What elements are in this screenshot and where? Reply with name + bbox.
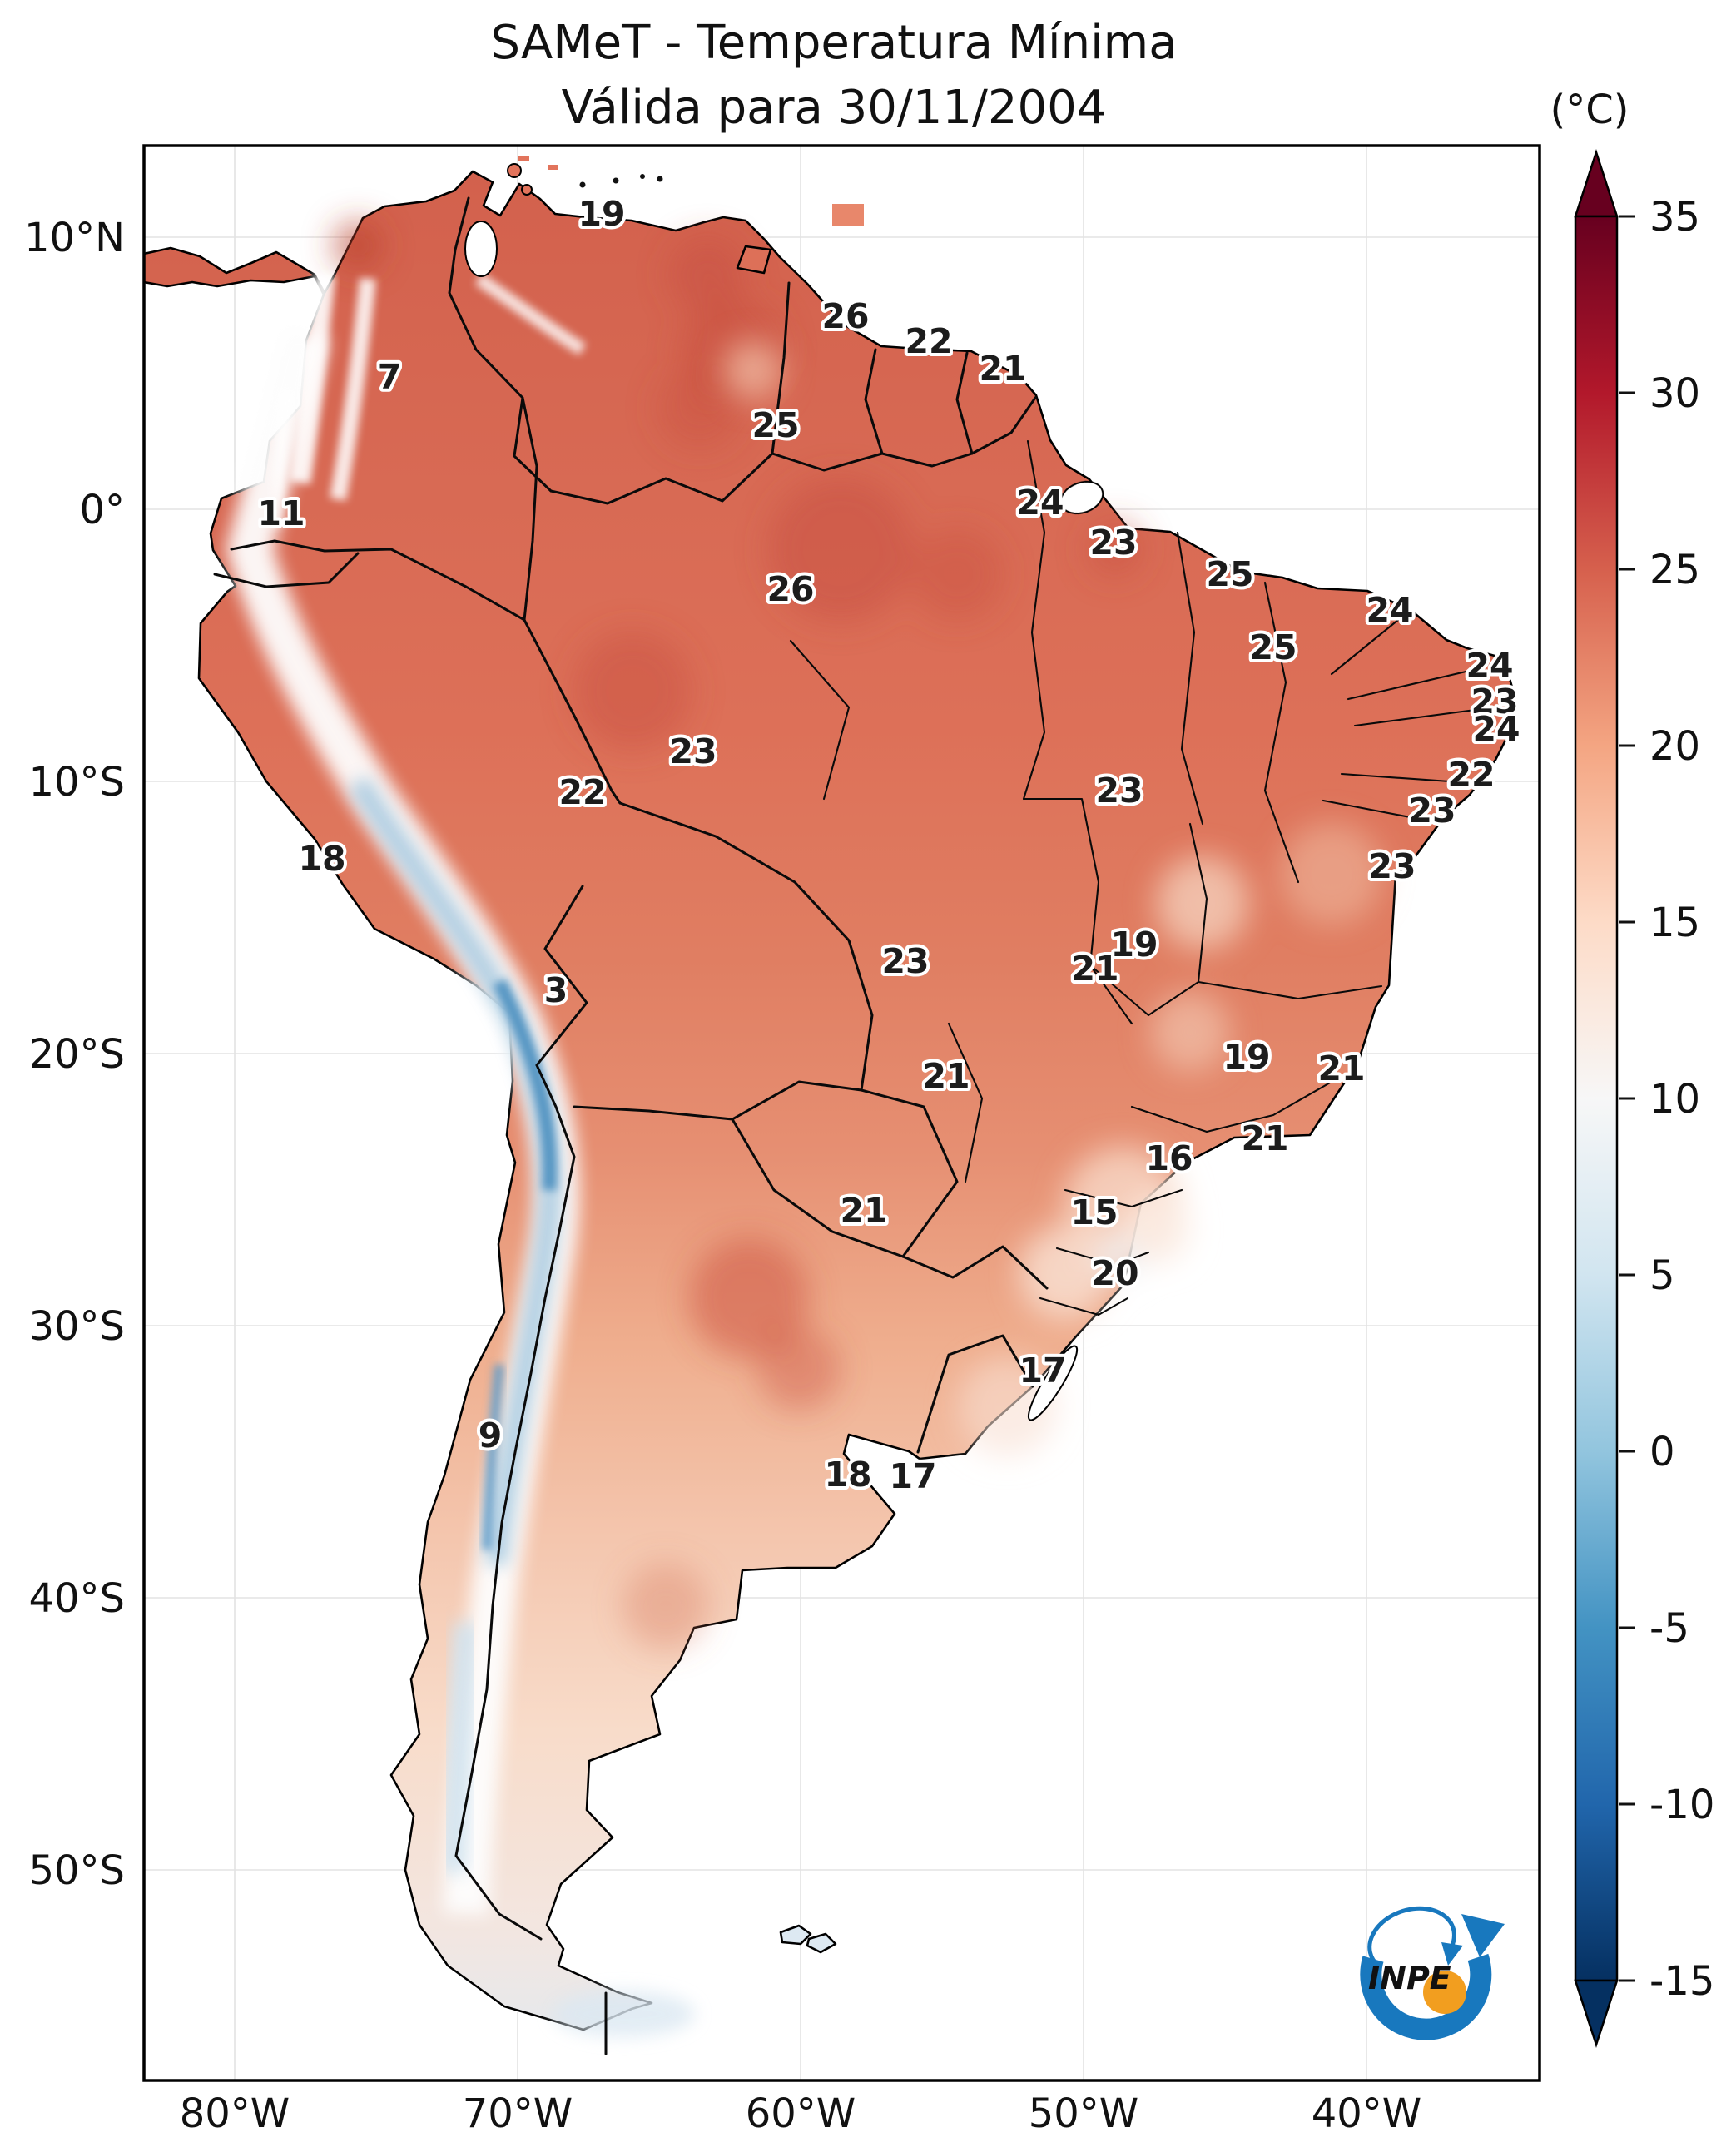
- colorbar-bar: [1574, 215, 1619, 1982]
- temperature-value-label: 19: [578, 194, 625, 234]
- colorbar: (°C) 35 30 25 20 15 10 5 0 -5 -10 -15: [1550, 87, 1714, 2049]
- colorbar-over-arrow: [1574, 148, 1619, 218]
- figure-subtitle: Válida para 30/11/2004: [562, 81, 1107, 135]
- lon-tick-label: 70°W: [463, 2090, 573, 2137]
- colorbar-under-arrow: [1574, 1979, 1619, 2049]
- temperature-value-label: 24: [1472, 709, 1520, 749]
- temperature-value-label: 15: [1070, 1193, 1118, 1232]
- temperature-value-label: 25: [1206, 554, 1253, 594]
- temperature-value-label: 22: [558, 772, 606, 812]
- temperature-value-label: 3: [544, 970, 568, 1010]
- temperature-value-label: 24: [1016, 483, 1064, 523]
- inpe-logo-text: INPE: [1368, 1960, 1451, 1996]
- temperature-value-label: 24: [1466, 646, 1513, 686]
- inpe-logo: INPE: [1360, 1906, 1505, 2040]
- colorbar-tick-label: 5: [1649, 1252, 1675, 1299]
- temperature-value-label: 23: [1368, 846, 1416, 886]
- temperature-value-label: 17: [889, 1456, 936, 1496]
- colorbar-tick-label: 25: [1649, 547, 1700, 593]
- lat-tick-label: 10°S: [28, 759, 125, 806]
- temperature-value-label: 23: [1089, 523, 1137, 563]
- temperature-value-label: 19: [1223, 1037, 1270, 1077]
- islands: [507, 156, 864, 1954]
- temperature-value-label: 7: [378, 357, 402, 397]
- temperature-value-label: 21: [1317, 1049, 1365, 1088]
- colorbar-tick-label: 10: [1649, 1076, 1700, 1123]
- state-borders: [789, 439, 1483, 1316]
- temperature-value-label: 23: [1471, 682, 1518, 721]
- lon-tick-label: 60°W: [746, 2090, 856, 2137]
- colorbar-tick-label: -10: [1649, 1782, 1714, 1828]
- temperature-value-label: 11: [257, 493, 305, 533]
- colorbar-tick-label: 35: [1649, 194, 1700, 240]
- colorbar-tick-label: 20: [1649, 723, 1700, 770]
- temperature-value-label: 18: [824, 1455, 871, 1495]
- temperature-value-label: 21: [1241, 1118, 1288, 1158]
- figure-title: SAMeT - Temperatura Mínima: [490, 16, 1177, 70]
- lat-tick-label: 50°S: [28, 1847, 125, 1894]
- temperature-value-label: 21: [979, 349, 1026, 389]
- colorbar-tick-label: 15: [1649, 900, 1700, 946]
- inpe-logo-orbit-arrowhead: [1441, 1942, 1463, 1966]
- latitude-tick-labels: 10°N 0° 10°S 20°S 30°S 40°S 50°S: [24, 215, 125, 1894]
- lon-tick-label: 80°W: [180, 2090, 290, 2137]
- lat-tick-label: 20°S: [28, 1031, 125, 1078]
- temperature-value-label: 19: [1110, 925, 1158, 964]
- temperature-value-label: 9: [479, 1416, 503, 1455]
- temperature-value-label: 21: [1071, 949, 1118, 989]
- warm-temperature-patches: [333, 221, 1143, 1649]
- inpe-logo-sun: [1423, 1971, 1466, 2014]
- lat-tick-label: 10°N: [24, 215, 125, 261]
- lat-tick-label: 30°S: [28, 1303, 125, 1350]
- colorbar-tick-label: -15: [1649, 1958, 1714, 2005]
- temperature-value-label: 22: [905, 321, 952, 361]
- lat-tick-label: 0°: [79, 487, 125, 533]
- colorbar-tick-label: 0: [1649, 1429, 1675, 1475]
- mild-temperature-patches: [723, 340, 1383, 1456]
- temperature-value-label: 21: [922, 1056, 970, 1096]
- temperature-value-label: 26: [821, 296, 869, 336]
- lon-tick-label: 50°W: [1029, 2090, 1139, 2137]
- colorbar-tick-label: 30: [1649, 370, 1700, 417]
- temperature-value-label: 24: [1366, 590, 1413, 630]
- temperature-value-label: 23: [1095, 771, 1143, 811]
- temperature-value-label: 23: [669, 731, 717, 771]
- longitude-tick-labels: 80°W 70°W 60°W 50°W 40°W: [180, 2090, 1422, 2137]
- lakes: [464, 221, 1104, 1421]
- temperature-value-label: 25: [751, 405, 799, 445]
- temperature-value-label: 17: [1019, 1351, 1066, 1391]
- temperature-value-label: 18: [298, 839, 345, 879]
- colorbar-tick-label: -5: [1649, 1605, 1689, 1652]
- temperature-value-label: 20: [1091, 1253, 1138, 1293]
- colorbar-unit-label: (°C): [1550, 87, 1629, 133]
- country-borders: [213, 196, 1049, 2055]
- inpe-logo-orbit: [1367, 1906, 1456, 1967]
- temperature-value-label: 23: [881, 941, 929, 981]
- temperature-value-label: 25: [1249, 627, 1297, 667]
- colorbar-ticks: 35 30 25 20 15 10 5 0 -5 -10 -15: [1619, 194, 1714, 2005]
- lat-tick-label: 40°S: [28, 1575, 125, 1622]
- temperature-value-label: 22: [1447, 755, 1495, 795]
- inpe-logo-arrowhead: [1461, 1914, 1505, 1957]
- inpe-logo-swoosh: [1360, 1953, 1492, 2040]
- temperature-value-label: 23: [1408, 791, 1456, 831]
- map-frame: [142, 144, 1541, 2082]
- temperature-value-label: 26: [766, 569, 814, 609]
- lon-tick-label: 40°W: [1312, 2090, 1422, 2137]
- temperature-value-label: 16: [1145, 1138, 1193, 1178]
- temperature-value-label: 21: [840, 1191, 887, 1231]
